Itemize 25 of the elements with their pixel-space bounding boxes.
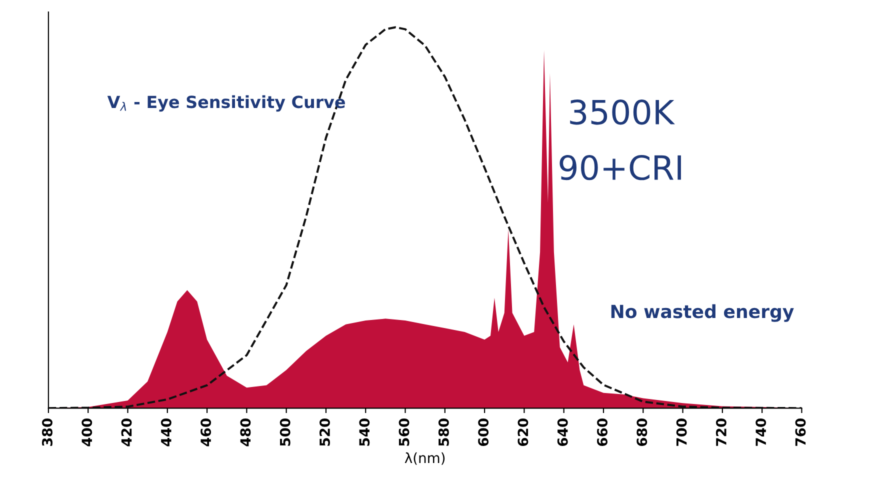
annotation: 90+CRI bbox=[560, 154, 681, 180]
x-tick-label: 700 bbox=[676, 418, 687, 446]
x-tick-label: 420 bbox=[121, 418, 132, 446]
x-tick-label: 620 bbox=[518, 418, 528, 446]
x-tick-label: 400 bbox=[82, 418, 92, 446]
x-axis-title: λ(nm) bbox=[404, 452, 445, 465]
x-tick-label: 720 bbox=[716, 418, 726, 446]
series-label: V$_{λ}$ - Eye Sensitivity Curve bbox=[107, 95, 345, 112]
x-tick-label: 740 bbox=[756, 418, 766, 446]
x-tick-label: 480 bbox=[240, 418, 251, 446]
annotation: No wasted energy bbox=[611, 304, 794, 322]
x-tick-label: 440 bbox=[160, 418, 172, 446]
annotation: 3500K bbox=[570, 100, 675, 125]
x-tick-label: 520 bbox=[319, 418, 330, 446]
x-tick-label: 660 bbox=[597, 418, 608, 446]
x-tick-label: 460 bbox=[200, 418, 212, 446]
x-tick-label: 640 bbox=[557, 418, 568, 446]
x-tick-label: 500 bbox=[280, 418, 290, 446]
x-tick-label: 540 bbox=[359, 418, 370, 446]
x-tick-label: 560 bbox=[398, 418, 410, 446]
x-tick-label: 600 bbox=[478, 418, 489, 446]
x-tick-label: 580 bbox=[438, 418, 449, 446]
x-tick-label: 760 bbox=[795, 418, 806, 446]
x-tick-label: 380 bbox=[42, 418, 52, 446]
x-tick-label: 680 bbox=[636, 418, 648, 446]
